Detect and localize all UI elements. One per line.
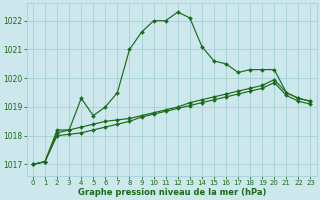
X-axis label: Graphe pression niveau de la mer (hPa): Graphe pression niveau de la mer (hPa)	[77, 188, 266, 197]
